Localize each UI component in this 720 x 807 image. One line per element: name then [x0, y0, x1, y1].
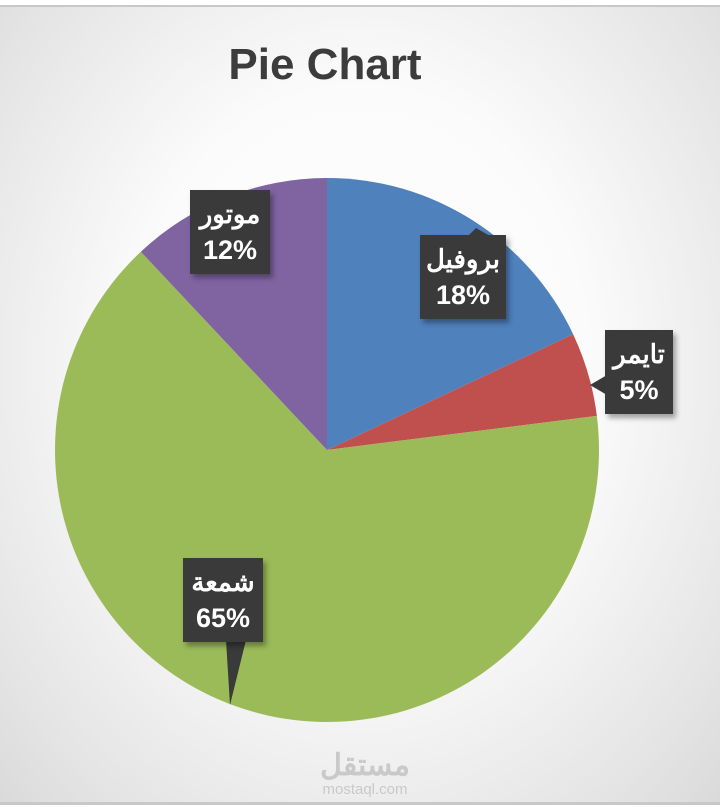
pie-slice-3: [140, 178, 327, 450]
callout-pointer: [590, 375, 607, 395]
data-label-category: تايمر: [613, 339, 665, 369]
data-label-profile: بروفيل 18%: [420, 235, 506, 319]
data-label-motor: موتور 12%: [190, 190, 270, 274]
watermark: مستقل mostaql.com: [310, 749, 420, 800]
callout-pointer: [468, 228, 490, 236]
data-label-value: 65%: [195, 603, 251, 633]
data-label-category: موتور: [199, 199, 261, 229]
callout-pointer: [226, 640, 246, 705]
data-label-value: 5%: [619, 375, 659, 405]
data-label-category: بروفيل: [425, 244, 501, 274]
chart-title: Pie Chart: [228, 40, 422, 89]
data-label-value: 12%: [202, 235, 258, 265]
data-label-value: 18%: [435, 280, 491, 310]
watermark-arabic: مستقل: [320, 749, 410, 782]
data-label-candle: شمعة 65%: [183, 558, 263, 642]
data-label-timer: تايمر 5%: [605, 330, 673, 414]
data-label-category: شمعة: [191, 567, 255, 597]
watermark-latin: mostaql.com: [322, 781, 408, 798]
pie-slice-1: [327, 334, 597, 450]
